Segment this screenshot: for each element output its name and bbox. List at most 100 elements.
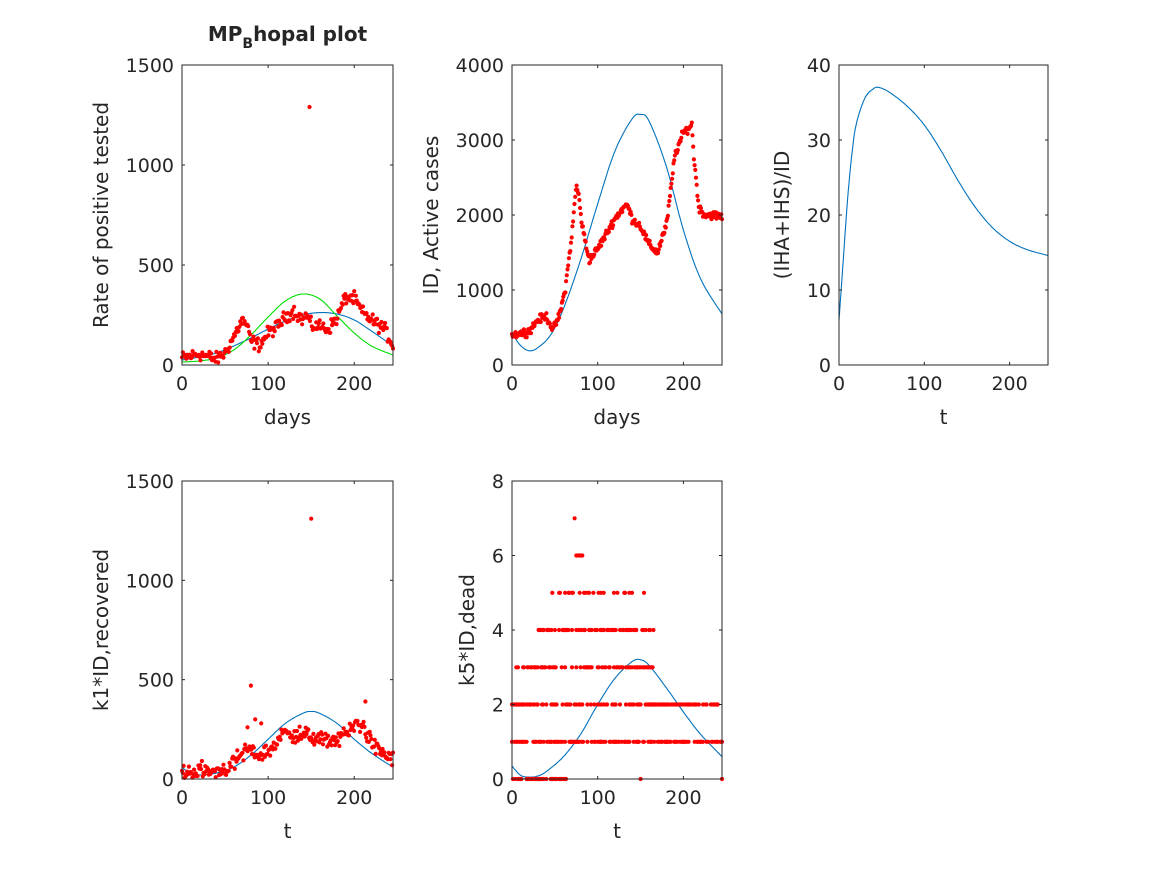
data-point [544, 702, 549, 707]
data-point [554, 702, 559, 707]
data-point [181, 763, 186, 768]
data-point [652, 739, 657, 744]
data-point [320, 732, 325, 737]
data-point [569, 627, 575, 633]
data-point [578, 211, 583, 217]
data-point [364, 735, 369, 740]
data-point [662, 230, 667, 235]
data-point [375, 316, 380, 321]
data-point [690, 133, 695, 138]
data-point [559, 665, 564, 670]
data-point [372, 737, 377, 743]
data-point [568, 240, 574, 245]
data-point [670, 171, 675, 176]
data-point [550, 590, 555, 595]
data-point [279, 322, 284, 328]
y-tick-label: 2 [492, 695, 504, 717]
data-point [691, 157, 697, 162]
data-point [221, 355, 226, 360]
data-point [232, 333, 238, 338]
data-point [362, 724, 367, 730]
data-point [270, 334, 275, 339]
data-point [570, 224, 575, 229]
data-point [583, 239, 588, 244]
data-point [573, 194, 578, 199]
x-tick-label: 100 [580, 787, 616, 809]
y-tick-label: 20 [807, 205, 831, 227]
data-point [637, 220, 642, 225]
data-point [368, 733, 373, 738]
data-point [603, 665, 608, 670]
data-point [701, 739, 706, 744]
y-tick-label: 4 [492, 620, 504, 642]
data-point [623, 702, 629, 707]
data-point [577, 590, 582, 595]
data-point [607, 665, 612, 670]
data-point [253, 717, 258, 722]
data-point [371, 744, 377, 749]
data-point [376, 330, 381, 335]
data-point [563, 665, 568, 670]
data-point [696, 198, 701, 203]
data-point [704, 702, 709, 707]
data-point [672, 158, 677, 163]
data-point [544, 311, 549, 316]
x-axis-label: t [940, 405, 948, 429]
data-point [719, 212, 724, 217]
data-point [515, 665, 521, 670]
data-point [569, 665, 575, 670]
x-tick-label: 200 [336, 373, 372, 395]
data-point [679, 135, 684, 140]
data-point [307, 318, 313, 324]
data-point [602, 237, 607, 242]
data-point [321, 321, 326, 326]
data-point [248, 683, 253, 688]
data-point [521, 665, 527, 670]
data-point [236, 329, 241, 334]
data-point [226, 349, 231, 354]
x-axis-label: days [593, 405, 640, 429]
plot-content [179, 516, 396, 781]
data-point [243, 742, 248, 747]
data-point [260, 341, 265, 346]
data-point [632, 217, 638, 222]
data-point [620, 209, 625, 214]
data-point [638, 702, 643, 707]
data-point [629, 212, 634, 217]
x-tick-label: 100 [580, 373, 616, 395]
data-point [582, 627, 588, 633]
data-point [665, 213, 671, 218]
data-point [592, 702, 597, 707]
data-point [216, 360, 221, 365]
y-tick-label: 0 [492, 355, 504, 377]
x-tick-label: 0 [833, 373, 845, 395]
x-tick-label: 200 [991, 373, 1027, 395]
data-point [229, 764, 234, 769]
data-point [580, 702, 585, 707]
data-point [256, 349, 261, 354]
data-point [557, 315, 562, 320]
data-point [388, 757, 393, 762]
x-tick-label: 100 [250, 373, 286, 395]
data-point [294, 728, 300, 734]
data-point [258, 345, 263, 350]
data-point [636, 739, 642, 744]
data-point [691, 144, 696, 149]
x-tick-label: 0 [506, 787, 518, 809]
data-point [557, 627, 562, 633]
x-axis-label: t [613, 819, 621, 843]
data-point [559, 306, 564, 312]
data-point [643, 627, 648, 633]
data-point [309, 736, 314, 741]
data-point [341, 726, 346, 731]
data-point [659, 238, 664, 243]
data-point [241, 758, 246, 763]
data-point [647, 238, 652, 243]
data-point [692, 163, 697, 168]
data-point [308, 314, 313, 319]
chart-title: MPBhopal plot [208, 22, 368, 52]
y-axis-label: k1*ID,recovered [89, 549, 113, 711]
x-tick-label: 200 [665, 373, 701, 395]
data-point [587, 260, 593, 265]
data-point [318, 737, 323, 742]
